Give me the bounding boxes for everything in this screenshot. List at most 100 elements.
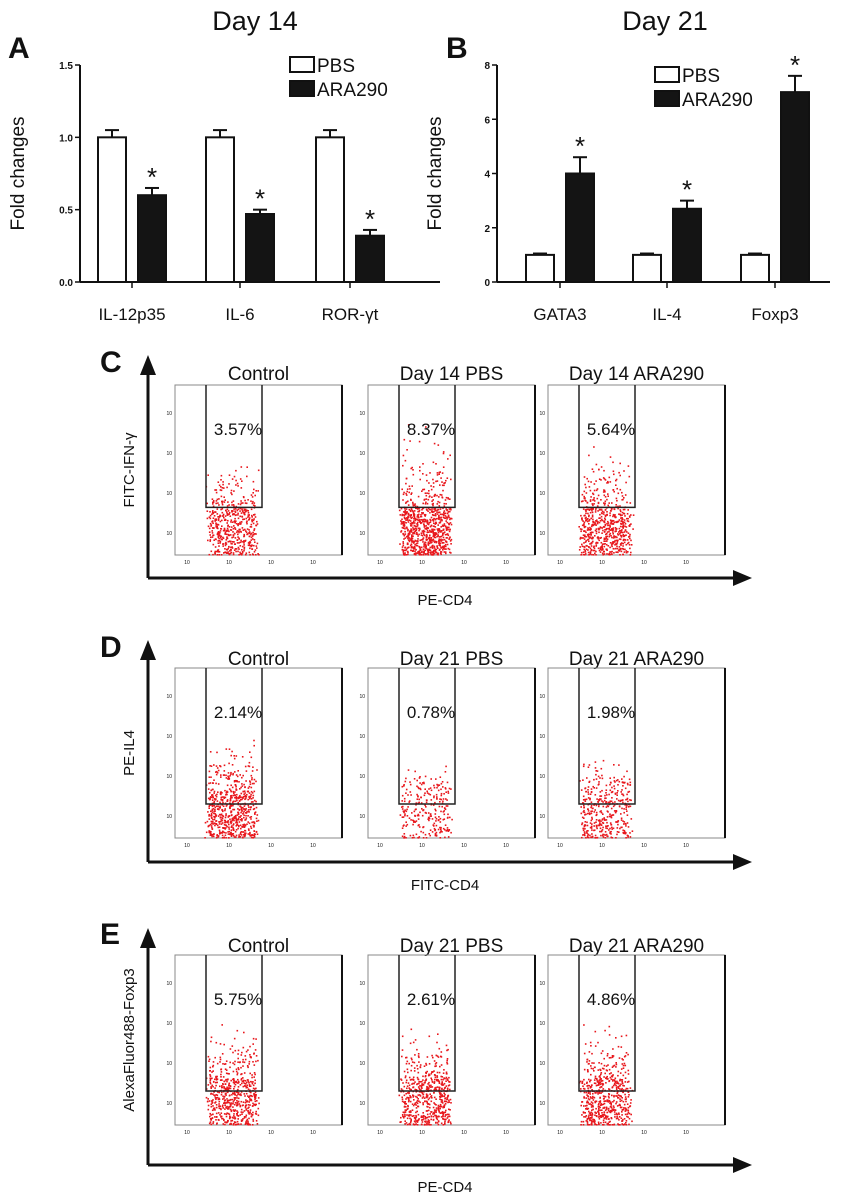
event-dot	[600, 798, 602, 800]
event-dot	[233, 505, 235, 507]
event-dot	[623, 829, 626, 832]
event-dot	[425, 1088, 428, 1091]
event-dot	[445, 527, 447, 529]
event-dot	[615, 539, 618, 542]
event-dot	[232, 1070, 235, 1073]
event-dot	[413, 522, 416, 524]
event-dot	[445, 798, 447, 800]
event-dot	[592, 470, 595, 473]
event-dot	[256, 547, 258, 549]
gate-percent: 5.75%	[214, 990, 262, 1009]
event-dot	[585, 1091, 588, 1094]
event-dot	[223, 1080, 225, 1083]
event-dot	[220, 823, 223, 825]
event-dot	[583, 545, 585, 548]
event-dot	[243, 513, 246, 516]
event-dot	[221, 832, 223, 834]
event-dot	[609, 456, 612, 458]
event-dot	[448, 548, 451, 551]
event-dot	[585, 813, 587, 816]
event-dot	[223, 824, 226, 826]
event-dot	[614, 1116, 616, 1118]
event-dot	[239, 833, 242, 835]
event-dot	[249, 808, 252, 811]
event-dot	[228, 1106, 231, 1108]
event-dot	[610, 830, 612, 833]
event-dot	[590, 496, 592, 498]
event-dot	[216, 1081, 218, 1084]
legend-label: ARA290	[317, 80, 388, 101]
event-dot	[243, 1117, 246, 1119]
event-dot	[228, 762, 230, 765]
event-dot	[252, 1084, 255, 1087]
event-dot	[625, 551, 628, 554]
event-dot	[253, 833, 256, 835]
event-dot	[613, 804, 616, 806]
event-dot	[403, 1105, 406, 1108]
event-dot	[405, 788, 408, 791]
event-dot	[448, 537, 451, 540]
event-dot	[251, 1081, 253, 1083]
event-dot	[431, 1054, 433, 1057]
event-dot	[585, 531, 587, 534]
event-dot	[244, 830, 247, 832]
event-dot	[612, 1108, 615, 1111]
event-dot	[239, 832, 242, 834]
event-dot	[434, 816, 437, 819]
event-dot	[253, 502, 256, 504]
event-dot	[402, 541, 404, 543]
event-dot	[599, 517, 601, 519]
event-dot	[217, 791, 219, 793]
event-dot	[439, 801, 441, 803]
event-dot	[441, 534, 444, 537]
event-dot	[628, 475, 631, 478]
event-dot	[446, 1063, 449, 1065]
event-dot	[584, 534, 586, 536]
event-dot	[609, 1076, 612, 1079]
event-dot	[418, 1100, 420, 1102]
event-dot	[220, 1108, 222, 1111]
event-dot	[237, 1097, 240, 1100]
event-dot	[584, 821, 587, 823]
event-dot	[578, 549, 581, 551]
event-dot	[403, 1070, 406, 1073]
event-dot	[248, 544, 251, 547]
event-dot	[442, 514, 445, 517]
event-dot	[252, 480, 255, 483]
event-dot	[244, 798, 246, 801]
event-dot	[226, 522, 228, 524]
event-dot	[610, 523, 612, 525]
event-dot	[622, 527, 624, 529]
event-dot	[589, 551, 592, 553]
event-dot	[220, 819, 222, 821]
event-dot	[616, 540, 619, 542]
event-dot	[595, 773, 597, 776]
event-dot	[595, 507, 597, 510]
event-dot	[444, 824, 447, 826]
event-dot	[598, 819, 601, 821]
event-dot	[414, 815, 416, 817]
plot-title: Day 14 ARA290	[569, 364, 704, 385]
event-dot	[217, 826, 220, 829]
event-dot	[408, 1123, 411, 1125]
event-dot	[220, 479, 222, 481]
event-dot	[604, 1029, 606, 1032]
event-dot	[243, 533, 245, 536]
event-dot	[626, 810, 628, 812]
event-dot	[417, 519, 420, 522]
event-dot	[418, 510, 420, 513]
event-dot	[588, 520, 590, 522]
event-dot	[424, 788, 426, 790]
event-dot	[442, 466, 445, 468]
event-dot	[606, 794, 608, 796]
event-dot	[410, 525, 413, 527]
event-dot	[439, 776, 442, 778]
event-dot	[598, 521, 601, 524]
event-dot	[581, 524, 584, 527]
event-dot	[222, 1123, 225, 1125]
event-dot	[612, 827, 615, 830]
event-dot	[236, 531, 238, 534]
event-dot	[221, 1117, 223, 1120]
event-dot	[429, 511, 431, 514]
y-tick-label: 10	[359, 1021, 365, 1027]
